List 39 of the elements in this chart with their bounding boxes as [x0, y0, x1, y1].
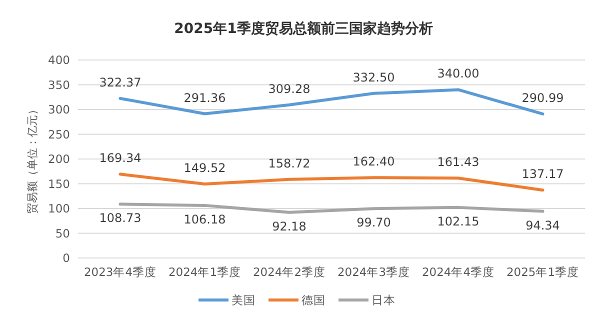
- y-tick-label: 250: [48, 127, 70, 142]
- line-series: [118, 202, 544, 214]
- x-tick-label: 2024年2季度: [252, 265, 326, 279]
- data-label: 102.15: [437, 214, 480, 228]
- x-tick-label: 2023年4季度: [84, 265, 157, 279]
- data-label: 158.72: [268, 156, 310, 170]
- y-tick-label: 400: [48, 53, 70, 68]
- legend-label: 美国: [232, 293, 256, 308]
- data-label: 161.43: [437, 155, 480, 170]
- data-label: 92.18: [272, 219, 306, 234]
- data-label: 332.50: [352, 70, 395, 84]
- y-tick-label: 150: [48, 176, 70, 191]
- legend-label: 德国: [302, 293, 326, 308]
- data-label: 99.70: [356, 216, 391, 230]
- data-label: 309.28: [268, 82, 310, 96]
- y-tick-label: 300: [48, 102, 70, 117]
- y-tick-label: 100: [48, 202, 70, 216]
- data-label: 340.00: [437, 66, 480, 81]
- data-label: 94.34: [526, 218, 560, 232]
- data-label: 162.40: [352, 154, 395, 169]
- y-tick-label: 0: [62, 251, 70, 266]
- legend-label: 日本: [372, 293, 396, 308]
- data-label: 149.52: [184, 160, 226, 175]
- x-tick-label: 2024年3季度: [337, 265, 410, 279]
- x-tick-label: 2024年1季度: [168, 265, 242, 279]
- y-tick-label: 350: [48, 78, 70, 92]
- data-label: 291.36: [184, 90, 226, 105]
- data-label: 137.17: [522, 167, 564, 182]
- y-tick-label: 50: [55, 226, 70, 240]
- x-tick-label: 2025年1季度: [506, 265, 580, 279]
- data-label: 106.18: [184, 212, 226, 226]
- y-axis-title: 贸易额（单位：亿元）: [26, 104, 39, 214]
- y-tick-label: 200: [48, 152, 70, 166]
- data-label: 169.34: [99, 151, 142, 166]
- data-label: 108.73: [99, 211, 142, 226]
- data-label: 322.37: [99, 75, 142, 90]
- chart-title: 2025年1季度贸易总额前三国家趋势分析: [174, 20, 433, 37]
- x-tick-label: 2024年4季度: [422, 265, 495, 279]
- data-label: 290.99: [522, 90, 564, 105]
